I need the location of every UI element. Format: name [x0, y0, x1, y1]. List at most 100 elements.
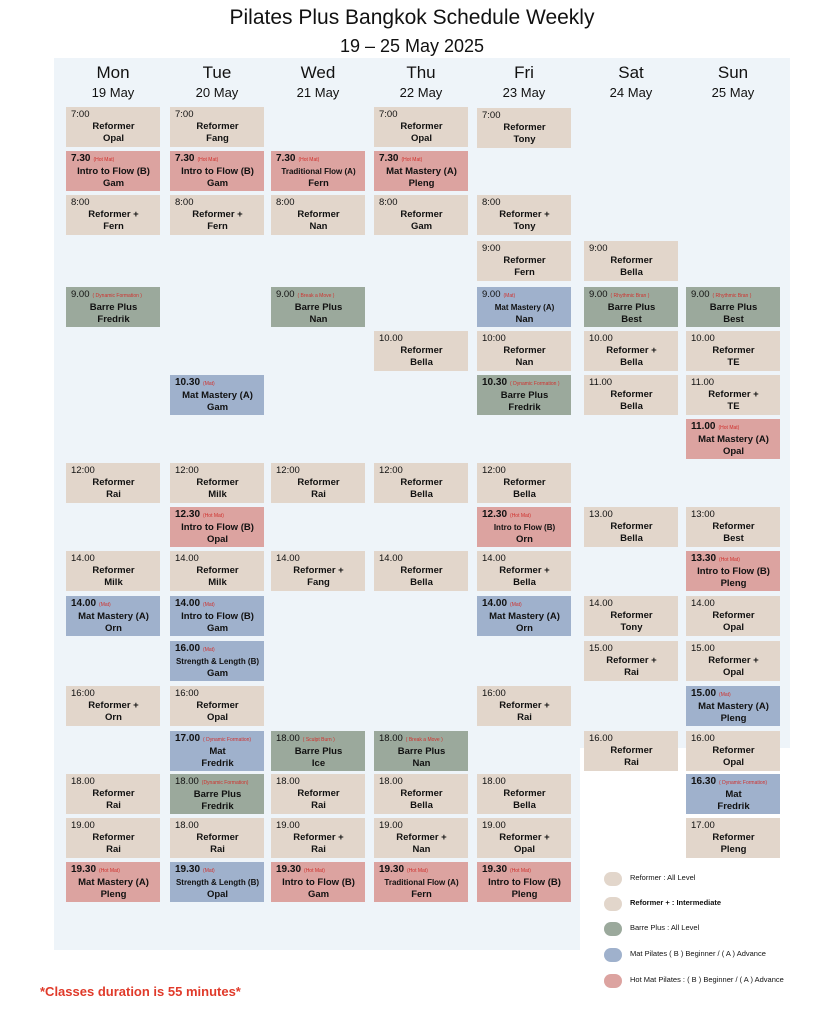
- class-card[interactable]: 11.00 (Hot Mat) Mat Mastery (A) Opal: [686, 419, 780, 459]
- class-card[interactable]: 9.00( Break a Move ) Barre Plus Nan: [271, 287, 365, 327]
- class-card[interactable]: 12:00 Reformer Milk: [170, 463, 264, 503]
- class-card[interactable]: 13.00 Reformer Bella: [584, 507, 678, 547]
- class-card[interactable]: 10.30( Dynamic Formation ) Barre Plus Fred…: [477, 375, 571, 415]
- class-card[interactable]: 19.00 Reformer Rai: [66, 818, 160, 858]
- class-card[interactable]: 16:00 Reformer Opal: [170, 686, 264, 726]
- class-card[interactable]: 15.00 (Mat) Mat Mastery (A) Pleng: [686, 686, 780, 726]
- class-card[interactable]: 10.00 Reformer + Bella: [584, 331, 678, 371]
- class-name: Reformer: [712, 610, 755, 621]
- class-card[interactable]: 7.30 (Hot Mat) Intro to Flow (B) Gam: [66, 151, 160, 191]
- class-card[interactable]: 18.00 Reformer Rai: [271, 774, 365, 814]
- class-card[interactable]: 14.00 Reformer + Bella: [477, 551, 571, 591]
- class-card[interactable]: 18.00 Reformer Rai: [66, 774, 160, 814]
- class-card[interactable]: 15.00 Reformer + Rai: [584, 641, 678, 681]
- class-card[interactable]: 7:00 Reformer Tony: [477, 108, 571, 148]
- class-card[interactable]: 7:00 Reformer Opal: [66, 107, 160, 147]
- class-card[interactable]: 9:00 Reformer Bella: [584, 241, 678, 281]
- class-card[interactable]: 16.00 Reformer Opal: [686, 731, 780, 771]
- class-card[interactable]: 18.00 Reformer Bella: [477, 774, 571, 814]
- class-card[interactable]: 17.00 Reformer Pleng: [686, 818, 780, 858]
- class-card[interactable]: 12.30 (Hot Mat) Intro to Flow (B) Orn: [477, 507, 571, 547]
- class-card[interactable]: 18.00 Reformer Rai: [170, 818, 264, 858]
- class-card[interactable]: 19.30 (Mat) Strength & Length (B) Opal: [170, 862, 264, 902]
- class-instructor: Orn: [516, 534, 533, 545]
- class-card[interactable]: 16.00 Reformer Rai: [584, 731, 678, 771]
- class-tag: (Hot Mat): [203, 513, 224, 519]
- class-card[interactable]: 14.00 Reformer Opal: [686, 596, 780, 636]
- class-card[interactable]: 16.00 (Mat) Strength & Length (B) Gam: [170, 641, 264, 681]
- class-card[interactable]: 16.30( Dynamic Formation) Mat Fredrik: [686, 774, 780, 814]
- class-name: Mat Mastery (A): [78, 611, 149, 622]
- class-instructor: Best: [621, 314, 642, 325]
- class-card[interactable]: 12:00 Reformer Rai: [66, 463, 160, 503]
- class-card[interactable]: 16:00 Reformer + Orn: [66, 686, 160, 726]
- class-instructor: Rai: [624, 757, 639, 768]
- class-card[interactable]: 19.30 (Hot Mat) Intro to Flow (B) Pleng: [477, 862, 571, 902]
- class-card[interactable]: 18.00 (Dynamic Formation) Barre Plus Fredri…: [170, 774, 264, 814]
- class-card[interactable]: 15.00 Reformer + Opal: [686, 641, 780, 681]
- class-card[interactable]: 19.00 Reformer + Opal: [477, 818, 571, 858]
- class-card[interactable]: 9.00( Dynamic Formation ) Barre Plus Fredr…: [66, 287, 160, 327]
- class-card[interactable]: 10:00 Reformer Nan: [477, 331, 571, 371]
- class-time: 9.00( Dynamic Formation ): [71, 289, 142, 300]
- class-card[interactable]: 12.30 (Hot Mat) Intro to Flow (B) Opal: [170, 507, 264, 547]
- class-card[interactable]: 18.00 Reformer Bella: [374, 774, 468, 814]
- class-card[interactable]: 8:00 Reformer + Tony: [477, 195, 571, 235]
- class-card[interactable]: 12:00 Reformer Bella: [374, 463, 468, 503]
- class-card[interactable]: 7.30 (Hot Mat) Intro to Flow (B) Gam: [170, 151, 264, 191]
- class-card[interactable]: 9.00( Rhythmic Bran ) Barre Plus Best: [686, 287, 780, 327]
- class-time: 14.00 (Mat): [71, 598, 111, 609]
- class-card[interactable]: 13.30 (Hot Mat) Intro to Flow (B) Pleng: [686, 551, 780, 591]
- class-card[interactable]: 14.00 (Mat) Mat Mastery (A) Orn: [477, 596, 571, 636]
- class-card[interactable]: 14.00 Reformer + Fang: [271, 551, 365, 591]
- class-card[interactable]: 8:00 Reformer Nan: [271, 195, 365, 235]
- class-card[interactable]: 13:00 Reformer Best: [686, 507, 780, 547]
- class-card[interactable]: 19.30 (Hot Mat) Mat Mastery (A) Pleng: [66, 862, 160, 902]
- class-instructor: Nan: [412, 844, 431, 855]
- class-time: 18.00: [71, 776, 95, 787]
- class-card[interactable]: 7.30 (Hot Mat) Traditional Flow (A) Fern: [271, 151, 365, 191]
- class-time: 7:00: [379, 109, 398, 120]
- class-card[interactable]: 18.00( Sculpt Burn ) Barre Plus Ice: [271, 731, 365, 771]
- class-card[interactable]: 14.00 Reformer Milk: [66, 551, 160, 591]
- class-card[interactable]: 8:00 Reformer Gam: [374, 195, 468, 235]
- class-card[interactable]: 14.00 Reformer Milk: [170, 551, 264, 591]
- class-card[interactable]: 8:00 Reformer + Fern: [170, 195, 264, 235]
- class-card[interactable]: 14.00 Reformer Tony: [584, 596, 678, 636]
- class-card[interactable]: 11.00 Reformer + TE: [686, 375, 780, 415]
- class-time: 16:00: [71, 688, 95, 699]
- class-card[interactable]: 9.00( Rhythmic Bran ) Barre Plus Best: [584, 287, 678, 327]
- day-date: 25 May: [711, 85, 755, 100]
- class-time: 12:00: [379, 465, 403, 476]
- legend-label: Mat Pilates ( B ) Beginner / ( A ) Advan…: [630, 949, 766, 958]
- class-instructor: Rai: [517, 712, 532, 723]
- class-card[interactable]: 12:00 Reformer Rai: [271, 463, 365, 503]
- class-card[interactable]: 19.30 (Hot Mat) Traditional Flow (A) Fern: [374, 862, 468, 902]
- class-card[interactable]: 10.00 Reformer Bella: [374, 331, 468, 371]
- class-card[interactable]: 8:00 Reformer + Fern: [66, 195, 160, 235]
- class-card[interactable]: 16:00 Reformer + Rai: [477, 686, 571, 726]
- class-instructor: Rai: [106, 489, 121, 500]
- class-card[interactable]: 14.00 (Mat) Intro to Flow (B) Gam: [170, 596, 264, 636]
- class-card[interactable]: 7.30 (Hot Mat) Mat Mastery (A) Pleng: [374, 151, 468, 191]
- class-card[interactable]: 19.00 Reformer + Nan: [374, 818, 468, 858]
- class-card[interactable]: 12:00 Reformer Bella: [477, 463, 571, 503]
- class-card[interactable]: 10.00 Reformer TE: [686, 331, 780, 371]
- class-card[interactable]: 9.00 (Mat) Mat Mastery (A) Nan: [477, 287, 571, 327]
- class-card[interactable]: 10.30 (Mat) Mat Mastery (A) Gam: [170, 375, 264, 415]
- class-time: 14.00: [175, 553, 199, 564]
- class-card[interactable]: 11.00 Reformer Bella: [584, 375, 678, 415]
- class-card[interactable]: 7:00 Reformer Fang: [170, 107, 264, 147]
- class-tag: (Hot Mat): [99, 868, 120, 874]
- class-card[interactable]: 7:00 Reformer Opal: [374, 107, 468, 147]
- class-time: 14.00: [589, 598, 613, 609]
- class-card[interactable]: 18.00( Break a Move ) Barre Plus Nan: [374, 731, 468, 771]
- legend-label: Reformer : All Level: [630, 873, 696, 882]
- class-card[interactable]: 17.00( Dynamic Formation) Mat Fredrik: [170, 731, 264, 771]
- class-card[interactable]: 19.30 (Hot Mat) Intro to Flow (B) Gam: [271, 862, 365, 902]
- class-card[interactable]: 19.00 Reformer + Rai: [271, 818, 365, 858]
- class-card[interactable]: 14.00 (Mat) Mat Mastery (A) Orn: [66, 596, 160, 636]
- class-card[interactable]: 14.00 Reformer Bella: [374, 551, 468, 591]
- day-date: 22 May: [399, 85, 443, 100]
- class-card[interactable]: 9:00 Reformer Fern: [477, 241, 571, 281]
